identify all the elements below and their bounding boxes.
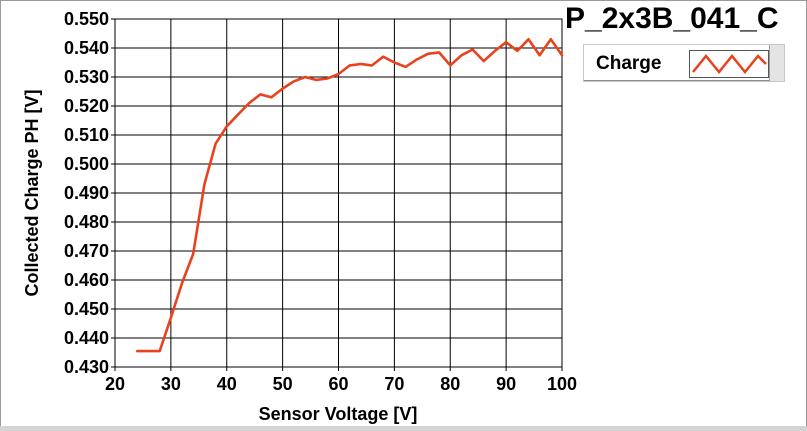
- x-tick-label: 40: [217, 374, 237, 394]
- x-tick-label: 30: [161, 374, 181, 394]
- data-point: [158, 350, 161, 352]
- y-tick-label: 0.500: [64, 154, 109, 174]
- data-point: [315, 79, 317, 81]
- window-bottom-edge: [0, 426, 807, 431]
- data-point: [460, 54, 463, 57]
- data-point: [494, 50, 496, 52]
- y-axis-ticks: 0.430 0.440 0.450 0.460 0.470 0.480 0.490 0.500…: [64, 9, 115, 377]
- data-point: [181, 282, 183, 284]
- data-point: [561, 54, 563, 57]
- x-tick-label: 100: [547, 374, 577, 394]
- data-point: [382, 55, 385, 58]
- y-tick-label: 0.510: [64, 125, 109, 145]
- x-axis-label: Sensor Voltage [V]: [259, 404, 418, 424]
- x-tick-label: 60: [328, 374, 348, 394]
- data-point: [259, 93, 262, 96]
- data-point: [471, 48, 474, 51]
- y-axis-label: Collected Charge PH [V]: [22, 89, 42, 296]
- y-tick-label: 0.440: [64, 328, 109, 348]
- data-point: [449, 64, 452, 67]
- y-tick-label: 0.430: [64, 357, 109, 377]
- x-tick-label: 80: [440, 374, 460, 394]
- y-tick-label: 0.540: [64, 38, 109, 58]
- data-point: [270, 96, 273, 99]
- data-point: [136, 350, 139, 352]
- data-point: [404, 66, 407, 68]
- data-point: [337, 73, 340, 75]
- data-point: [147, 350, 150, 352]
- y-tick-label: 0.450: [64, 299, 109, 319]
- y-tick-label: 0.550: [64, 9, 109, 29]
- data-point: [393, 61, 396, 64]
- x-tick-label: 50: [273, 374, 293, 394]
- y-tick-label: 0.530: [64, 67, 109, 87]
- data-point: [371, 64, 373, 67]
- data-point: [237, 113, 239, 116]
- data-point: [415, 58, 418, 61]
- x-axis-ticks: 20 30 40 50 60 70 80 90 100: [105, 367, 577, 394]
- data-point: [527, 38, 530, 41]
- data-point: [225, 125, 228, 128]
- data-point: [214, 142, 217, 145]
- data-point: [360, 63, 362, 65]
- data-point: [192, 253, 195, 255]
- data-point: [550, 38, 552, 41]
- y-tick-label: 0.470: [64, 241, 109, 261]
- data-point: [438, 51, 440, 54]
- x-tick-label: 90: [496, 374, 516, 394]
- data-point: [505, 41, 507, 43]
- y-tick-label: 0.460: [64, 270, 109, 290]
- series-layer: [136, 37, 564, 353]
- grid-lines: [114, 18, 563, 368]
- data-point: [482, 60, 485, 62]
- data-point: [203, 183, 206, 186]
- data-point: [293, 80, 295, 83]
- data-point: [538, 54, 541, 57]
- zigzag-line-icon: [689, 50, 769, 78]
- data-point: [170, 316, 172, 319]
- x-tick-label: 20: [105, 374, 125, 394]
- legend[interactable]: Charge: [583, 44, 785, 82]
- chart-title: P_2x3B_041_C: [565, 2, 779, 35]
- data-point: [427, 53, 429, 55]
- legend-scrollbar[interactable]: [769, 45, 784, 81]
- data-point: [248, 102, 250, 104]
- data-point: [304, 76, 306, 78]
- x-tick-label: 70: [384, 374, 404, 394]
- data-point: [516, 50, 519, 52]
- data-point: [281, 87, 284, 90]
- y-tick-label: 0.490: [64, 183, 109, 203]
- y-tick-label: 0.480: [64, 212, 109, 232]
- y-tick-label: 0.520: [64, 96, 109, 116]
- data-point: [326, 77, 329, 80]
- data-point: [348, 64, 351, 67]
- legend-label: Charge: [596, 53, 662, 74]
